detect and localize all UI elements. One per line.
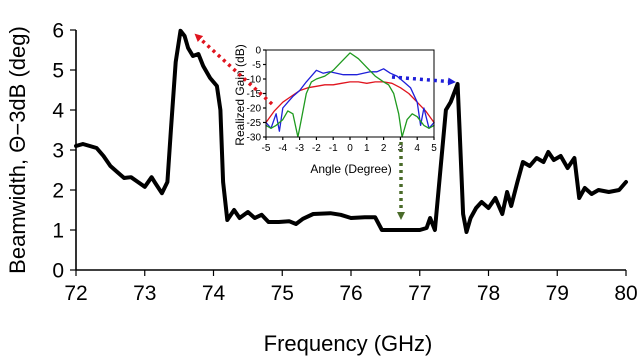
main-y-tick-label: 1 [52, 219, 64, 242]
inset-y-tick-label: -15 [247, 89, 262, 100]
inset-y-tick-label: -30 [247, 133, 262, 144]
inset-x-tick-label: 4 [414, 143, 420, 154]
inset-x-tick-label: -1 [329, 143, 338, 154]
main-y-tick-label: 4 [52, 99, 64, 122]
main-series-line-0 [74, 28, 628, 234]
main-y-tick-label: 2 [52, 179, 64, 202]
inset-y-tick-label: -20 [247, 104, 262, 115]
inset-y-tick-label: -25 [247, 118, 262, 129]
inset-series-line-0 [265, 81, 435, 124]
inset-x-tick-label: -2 [312, 143, 321, 154]
inset-y-tick-label: -5 [252, 60, 261, 71]
main-y-tick-label: 5 [52, 59, 64, 82]
main-y-tick-label: 3 [52, 139, 64, 162]
inset-series-line-2 [265, 52, 435, 138]
inset-x-tick-label: 3 [398, 143, 404, 154]
inset-x-tick-label: -3 [295, 143, 304, 154]
main-x-tick-label: 76 [339, 282, 362, 305]
inset-x-axis-label: Angle (Degree) [310, 162, 391, 176]
inset-y-tick-label: 0 [255, 46, 261, 57]
main-x-tick-label: 73 [133, 282, 156, 305]
main-x-tick-label: 75 [271, 282, 294, 305]
inset-series [265, 52, 435, 138]
inset-y-tick-label: -10 [247, 75, 262, 86]
inset-x-tick-label: 5 [431, 143, 437, 154]
main-x-tick-label: 72 [64, 282, 87, 305]
inset-x-tick-label: -4 [278, 143, 287, 154]
red-annotation-arrow [194, 33, 274, 106]
main-y-axis-label: Beamwidth, Θ−3dB (deg) [5, 26, 30, 274]
inset-y-axis-label: Realized Gain (dB) [233, 44, 247, 145]
inset-x-tick-label: -5 [262, 143, 271, 154]
main-y-tick-label: 0 [52, 259, 64, 282]
main-x-axis-label: Frequency (GHz) [264, 331, 433, 356]
inset-ticks: -5 -4 -3 -2 -1 0 1 2 3 4 50-5-10-15-20-25-30 [247, 46, 438, 155]
main-x-tick-label: 78 [477, 282, 500, 305]
main-series [74, 28, 628, 234]
inset-x-tick-label: 2 [381, 143, 387, 154]
inset-x-tick-label: 1 [364, 143, 370, 154]
inset-x-tick-label: 0 [347, 143, 353, 154]
inset-chart: -5 -4 -3 -2 -1 0 1 2 3 4 50-5-10-15-20-25-30 Angle… [233, 44, 437, 176]
main-y-tick-label: 6 [52, 19, 64, 42]
main-x-tick-label: 79 [546, 282, 569, 305]
main-x-tick-label: 77 [408, 282, 431, 305]
main-x-tick-label: 80 [614, 282, 637, 305]
main-x-tick-label: 74 [202, 282, 226, 305]
annotations [194, 33, 456, 220]
inset-series-line-1 [265, 68, 435, 132]
blue-annotation-arrow [391, 75, 456, 86]
